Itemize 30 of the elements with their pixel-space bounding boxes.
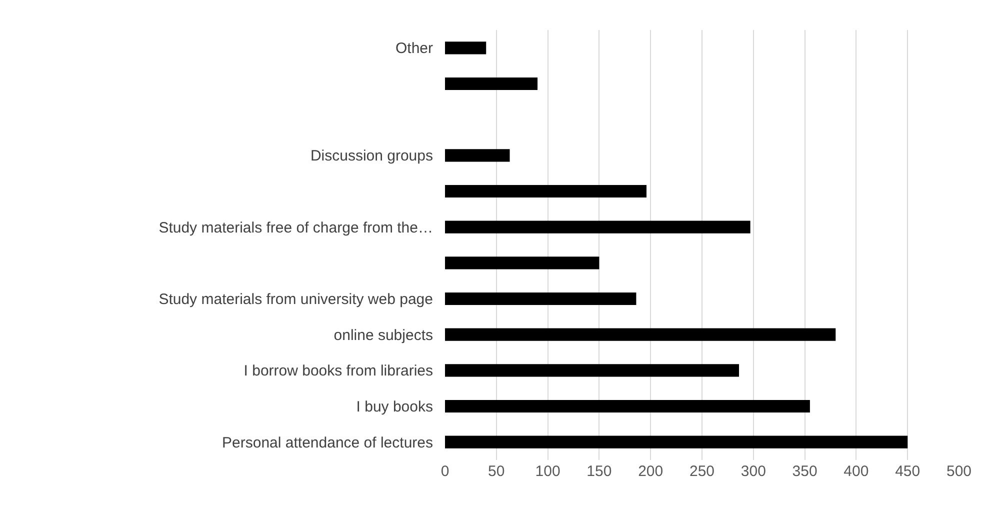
x-tick-label: 0	[440, 463, 450, 480]
x-tick-label: 200	[638, 463, 664, 480]
x-tick-label: 450	[895, 463, 920, 480]
bar	[445, 184, 646, 198]
x-tick-label: 300	[740, 463, 766, 480]
y-tick-label: Discussion groups	[310, 148, 433, 165]
bar	[445, 220, 750, 234]
x-tick-label: 350	[792, 463, 818, 480]
y-tick-label: I buy books	[356, 398, 433, 416]
y-tick-label: I borrow books from libraries	[244, 362, 433, 380]
bar	[445, 328, 836, 341]
y-tick-label: Study materials from university web page	[158, 291, 433, 308]
bar	[445, 400, 810, 413]
bar	[445, 364, 740, 377]
y-tick-label: online subjects	[334, 326, 433, 344]
x-tick-label: 500	[946, 463, 972, 480]
x-tick-label: 100	[535, 463, 560, 480]
y-tick-label: Personal attendance of lectures	[222, 434, 433, 452]
bar	[445, 77, 538, 90]
x-tick-label: 250	[689, 463, 715, 480]
y-tick-label: Study materials free of charge from the…	[158, 219, 433, 236]
x-tick-label: 150	[586, 463, 612, 480]
y-tick-label: Other	[395, 40, 434, 58]
bar	[445, 42, 486, 54]
bar	[445, 436, 908, 448]
x-tick-label: 400	[844, 463, 869, 480]
bar	[445, 256, 600, 270]
bar	[445, 149, 510, 162]
bar	[445, 292, 636, 306]
x-tick-label: 50	[488, 463, 505, 480]
